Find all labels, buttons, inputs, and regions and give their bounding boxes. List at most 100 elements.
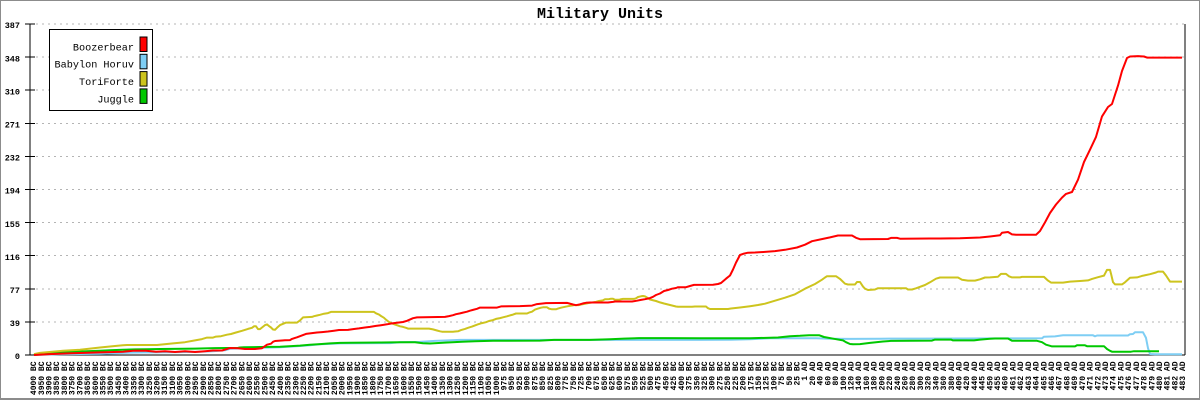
svg-text:3000 BC: 3000 BC xyxy=(184,361,193,395)
svg-text:250 BC: 250 BC xyxy=(724,361,733,390)
svg-text:460 AD: 460 AD xyxy=(1002,361,1011,390)
svg-text:525 BC: 525 BC xyxy=(639,361,648,390)
svg-text:3750 BC: 3750 BC xyxy=(69,361,78,395)
svg-text:2350 BC: 2350 BC xyxy=(285,361,294,395)
svg-text:120 AD: 120 AD xyxy=(848,361,857,390)
svg-text:1150 BC: 1150 BC xyxy=(470,361,479,395)
svg-text:360 AD: 360 AD xyxy=(940,361,949,390)
svg-text:2300 BC: 2300 BC xyxy=(292,361,301,395)
svg-text:500 BC: 500 BC xyxy=(647,361,656,390)
svg-text:1050 BC: 1050 BC xyxy=(485,361,494,395)
svg-text:3200 BC: 3200 BC xyxy=(154,361,163,395)
svg-text:3300 BC: 3300 BC xyxy=(138,361,147,395)
svg-text:2150 BC: 2150 BC xyxy=(315,361,324,395)
svg-text:1800 BC: 1800 BC xyxy=(369,361,378,395)
svg-text:1300 BC: 1300 BC xyxy=(447,361,456,395)
svg-text:300 AD: 300 AD xyxy=(917,361,926,390)
svg-text:477 AD: 477 AD xyxy=(1133,361,1142,390)
svg-text:0: 0 xyxy=(15,352,20,362)
svg-text:440 AD: 440 AD xyxy=(971,361,980,390)
svg-text:1600 BC: 1600 BC xyxy=(400,361,409,395)
svg-text:1100 BC: 1100 BC xyxy=(477,361,486,395)
svg-text:480 AD: 480 AD xyxy=(1156,361,1165,390)
svg-text:475 BC: 475 BC xyxy=(655,361,664,390)
svg-text:2050 BC: 2050 BC xyxy=(331,361,340,395)
svg-text:975 BC: 975 BC xyxy=(501,361,510,390)
svg-text:2800 BC: 2800 BC xyxy=(215,361,224,395)
svg-text:ToriForte: ToriForte xyxy=(79,77,134,89)
svg-text:280 AD: 280 AD xyxy=(909,361,918,390)
svg-text:1900 BC: 1900 BC xyxy=(354,361,363,395)
svg-text:474 AD: 474 AD xyxy=(1110,361,1119,390)
svg-text:3450 BC: 3450 BC xyxy=(115,361,124,395)
svg-text:1400 BC: 1400 BC xyxy=(431,361,440,395)
svg-text:462 AD: 462 AD xyxy=(1017,361,1026,390)
svg-text:400 AD: 400 AD xyxy=(956,361,965,390)
svg-text:471 AD: 471 AD xyxy=(1087,361,1096,390)
svg-text:2750 BC: 2750 BC xyxy=(223,361,232,395)
svg-text:472 AD: 472 AD xyxy=(1094,361,1103,390)
svg-text:575 BC: 575 BC xyxy=(624,361,633,390)
svg-text:220 AD: 220 AD xyxy=(886,361,895,390)
svg-text:1950 BC: 1950 BC xyxy=(346,361,355,395)
svg-text:3550 BC: 3550 BC xyxy=(100,361,109,395)
svg-text:950 BC: 950 BC xyxy=(508,361,517,390)
svg-text:155: 155 xyxy=(5,220,20,230)
svg-text:380 AD: 380 AD xyxy=(948,361,957,390)
svg-text:350 BC: 350 BC xyxy=(693,361,702,390)
svg-text:Boozerbear: Boozerbear xyxy=(73,42,134,54)
svg-text:40 AD: 40 AD xyxy=(817,361,826,385)
svg-text:725 BC: 725 BC xyxy=(578,361,587,390)
svg-text:2250 BC: 2250 BC xyxy=(300,361,309,395)
svg-text:77: 77 xyxy=(10,286,20,296)
svg-text:3350 BC: 3350 BC xyxy=(130,361,139,395)
svg-text:25 BC: 25 BC xyxy=(794,361,803,385)
svg-text:3100 BC: 3100 BC xyxy=(169,361,178,395)
svg-text:100 BC: 100 BC xyxy=(770,361,779,390)
svg-text:3650 BC: 3650 BC xyxy=(84,361,93,395)
svg-text:2500 BC: 2500 BC xyxy=(261,361,270,395)
svg-text:420 AD: 420 AD xyxy=(963,361,972,390)
svg-text:467 AD: 467 AD xyxy=(1056,361,1065,390)
svg-text:425 BC: 425 BC xyxy=(670,361,679,390)
svg-text:348: 348 xyxy=(5,54,20,64)
svg-text:3700 BC: 3700 BC xyxy=(76,361,85,395)
svg-text:3600 BC: 3600 BC xyxy=(92,361,101,395)
svg-text:1650 BC: 1650 BC xyxy=(393,361,402,395)
svg-text:625 BC: 625 BC xyxy=(609,361,618,390)
svg-text:450 BC: 450 BC xyxy=(662,361,671,390)
svg-text:200 AD: 200 AD xyxy=(878,361,887,390)
svg-text:750 BC: 750 BC xyxy=(570,361,579,390)
svg-text:3500 BC: 3500 BC xyxy=(107,361,116,395)
svg-text:2100 BC: 2100 BC xyxy=(323,361,332,395)
svg-text:483 AD: 483 AD xyxy=(1179,361,1188,390)
svg-text:325 BC: 325 BC xyxy=(701,361,710,390)
svg-text:140 AD: 140 AD xyxy=(855,361,864,390)
svg-text:100 AD: 100 AD xyxy=(840,361,849,390)
svg-text:1750 BC: 1750 BC xyxy=(377,361,386,395)
svg-text:340 AD: 340 AD xyxy=(932,361,941,390)
svg-text:310: 310 xyxy=(5,87,20,97)
svg-text:482 AD: 482 AD xyxy=(1171,361,1180,390)
svg-text:320 AD: 320 AD xyxy=(925,361,934,390)
svg-text:50 BC: 50 BC xyxy=(786,361,795,385)
svg-text:60 AD: 60 AD xyxy=(824,361,833,385)
svg-text:2650 BC: 2650 BC xyxy=(238,361,247,395)
svg-text:650 BC: 650 BC xyxy=(601,361,610,390)
svg-text:464 AD: 464 AD xyxy=(1033,361,1042,390)
svg-text:260 AD: 260 AD xyxy=(902,361,911,390)
svg-text:1500 BC: 1500 BC xyxy=(416,361,425,395)
svg-text:2600 BC: 2600 BC xyxy=(246,361,255,395)
svg-text:2700 BC: 2700 BC xyxy=(231,361,240,395)
svg-text:300 BC: 300 BC xyxy=(709,361,718,390)
svg-text:2450 BC: 2450 BC xyxy=(269,361,278,395)
svg-text:150 BC: 150 BC xyxy=(755,361,764,390)
svg-text:1450 BC: 1450 BC xyxy=(423,361,432,395)
svg-text:1000 BC: 1000 BC xyxy=(493,361,502,395)
svg-text:461 AD: 461 AD xyxy=(1010,361,1019,390)
svg-text:473 AD: 473 AD xyxy=(1102,361,1111,390)
svg-text:80 AD: 80 AD xyxy=(832,361,841,385)
svg-text:2000 BC: 2000 BC xyxy=(339,361,348,395)
svg-text:775 BC: 775 BC xyxy=(562,361,571,390)
svg-text:3900 BC: 3900 BC xyxy=(46,361,55,395)
